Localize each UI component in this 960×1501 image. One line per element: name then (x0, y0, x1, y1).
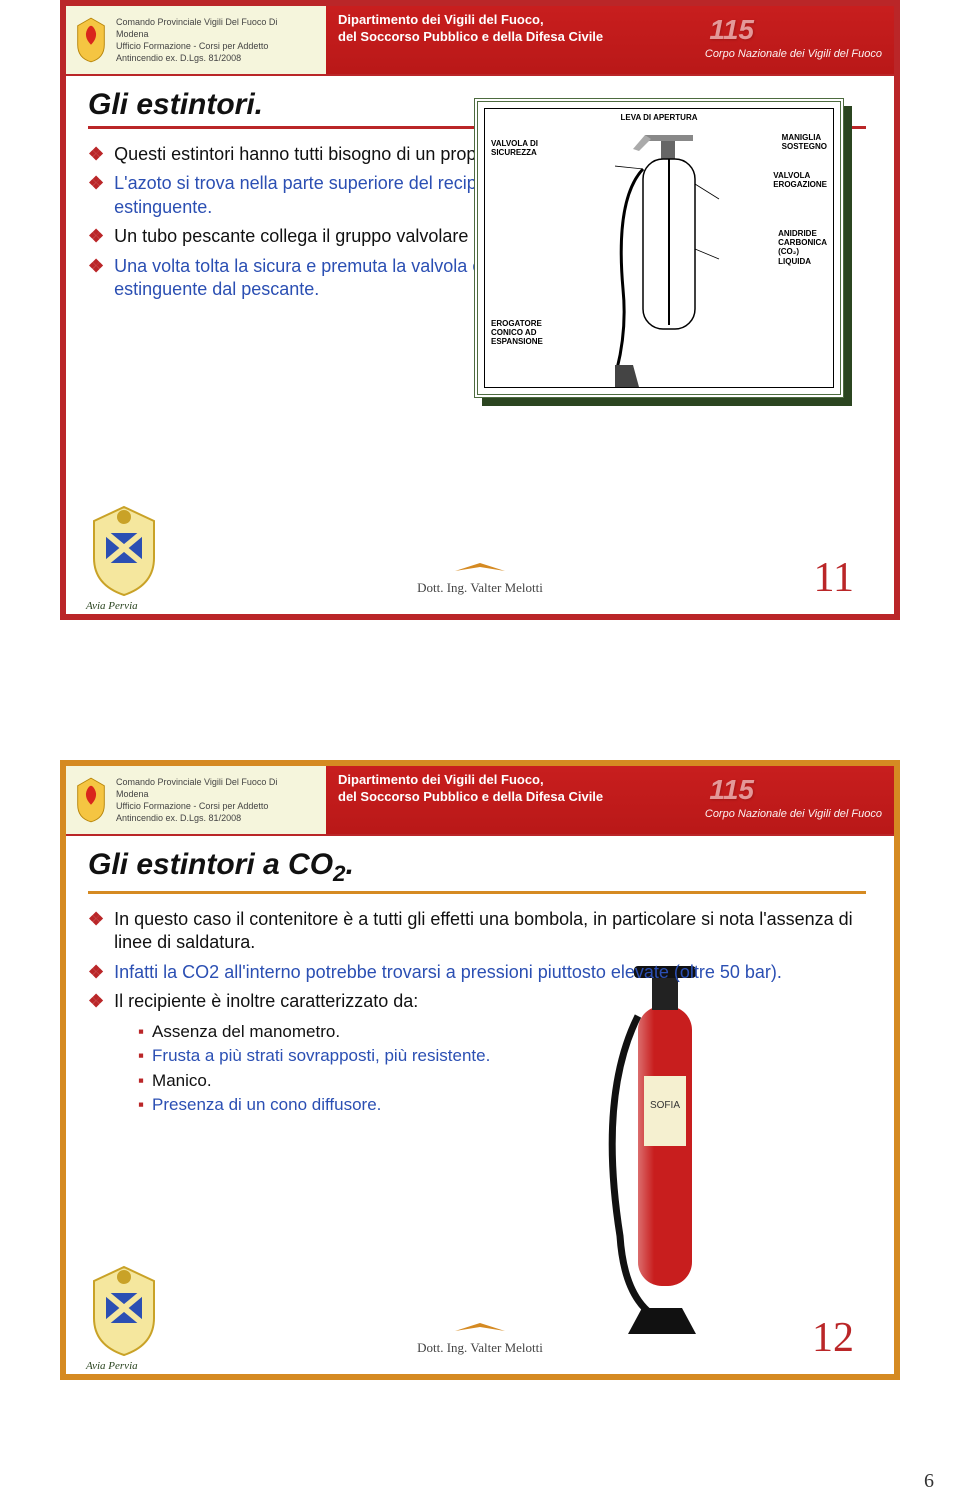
dept-line-1: Dipartimento dei Vigili del Fuoco, (338, 772, 882, 789)
slide-header: Comando Provinciale Vigili Del Fuoco Di … (66, 766, 894, 836)
diamond-bullet-icon: ❖ (88, 908, 104, 955)
slide12-body: Gli estintori a CO2. SOFIA ❖In questo ca… (66, 836, 894, 1376)
corpo-line: Corpo Nazionale dei Vigili del Fuoco (338, 48, 882, 60)
bullet-item: ❖ Il recipiente è inoltre caratterizzato … (88, 990, 866, 1013)
diamond-bullet-icon: ❖ (88, 143, 104, 166)
page-1: Comando Provinciale Vigili Del Fuoco Di … (0, 0, 960, 750)
slide-12: Comando Provinciale Vigili Del Fuoco Di … (60, 760, 900, 1380)
header-org-text: Comando Provinciale Vigili Del Fuoco Di … (116, 776, 277, 825)
header-right: 115 Dipartimento dei Vigili del Fuoco, d… (326, 6, 894, 74)
label-anidride: ANIDRIDE CARBONICA (CO₂) LIQUIDA (778, 229, 827, 266)
slide-11: Comando Provinciale Vigili Del Fuoco Di … (60, 0, 900, 620)
bullet-item: ❖ Infatti la CO2 all'interno potrebbe tro… (88, 961, 866, 984)
diamond-bullet-icon: ❖ (88, 255, 104, 302)
sub-bullet-text: Presenza di un cono diffusore. (152, 1093, 381, 1118)
sub-bullet-text: Manico. (152, 1069, 212, 1094)
corpo-line: Corpo Nazionale dei Vigili del Fuoco (338, 808, 882, 820)
diamond-bullet-icon: ❖ (88, 172, 104, 219)
extinguisher-schematic-icon (615, 129, 725, 389)
page-2: Comando Provinciale Vigili Del Fuoco Di … (0, 750, 960, 1501)
sub-bullet-text: Frusta a più strati sovrapposti, più res… (152, 1044, 490, 1069)
sub-bullet-item: ▪ Presenza di un cono diffusore. (138, 1093, 866, 1118)
slide12-bullet-list: ❖In questo caso il contenitore è a tutti… (88, 908, 866, 1014)
footer-author: Dott. Ing. Valter Melotti (380, 1340, 580, 1356)
modena-crest-icon (84, 1263, 164, 1358)
dept-line-1: Dipartimento dei Vigili del Fuoco, (338, 12, 882, 29)
label-valvola-erogazione: VALVOLA EROGAZIONE (773, 171, 827, 189)
extinguisher-diagram: LEVA DI APERTURA VALVOLA DI SICUREZZA MA… (474, 98, 844, 398)
header-org-text: Comando Provinciale Vigili Del Fuoco Di … (116, 16, 277, 65)
square-bullet-icon: ▪ (138, 1020, 144, 1045)
square-bullet-icon: ▪ (138, 1069, 144, 1094)
dept-line-2: del Soccorso Pubblico e della Difesa Civ… (338, 29, 882, 46)
square-bullet-icon: ▪ (138, 1093, 144, 1118)
avia-pervia-motto: Avia Pervia (86, 600, 138, 612)
slide12-page-number: 12 (812, 1314, 854, 1362)
slide12-sub-list: ▪ Assenza del manometro. ▪ Frusta a più str… (138, 1020, 866, 1119)
slide11-body: Gli estintori. ❖Questi estintori hanno t… (66, 76, 894, 616)
vvf-crest-icon (72, 776, 110, 824)
document-page-number: 6 (924, 1470, 934, 1493)
footer-author: Dott. Ing. Valter Melotti (380, 580, 580, 596)
bullet-text: Il recipiente è inoltre caratterizzato d… (114, 990, 418, 1013)
slide-header: Comando Provinciale Vigili Del Fuoco Di … (66, 6, 894, 76)
slide11-page-number: 11 (814, 554, 854, 602)
slide12-title: Gli estintori a CO2. (88, 848, 866, 894)
diamond-bullet-icon: ❖ (88, 990, 104, 1013)
vvf-crest-icon (72, 16, 110, 64)
header-right: 115 Dipartimento dei Vigili del Fuoco, d… (326, 766, 894, 834)
square-bullet-icon: ▪ (138, 1044, 144, 1069)
header-left: Comando Provinciale Vigili Del Fuoco Di … (66, 766, 326, 834)
bullet-item: ❖In questo caso il contenitore è a tutti… (88, 908, 866, 955)
label-leva: LEVA DI APERTURA (620, 113, 697, 122)
label-erogatore: EROGATORE CONICO AD ESPANSIONE (491, 319, 543, 347)
footer-ornament-icon (455, 561, 505, 573)
sub-bullet-text: Assenza del manometro. (152, 1020, 340, 1045)
label-maniglia: MANIGLIA SOSTEGNO (782, 133, 827, 151)
sub-bullet-item: ▪ Manico. (138, 1069, 866, 1094)
diamond-bullet-icon: ❖ (88, 961, 104, 984)
header-left: Comando Provinciale Vigili Del Fuoco Di … (66, 6, 326, 74)
modena-crest-icon (84, 503, 164, 598)
bullet-text: In questo caso il contenitore è a tutti … (114, 908, 866, 955)
diagram-inner: LEVA DI APERTURA VALVOLA DI SICUREZZA MA… (484, 108, 834, 388)
sub-bullet-item: ▪ Frusta a più strati sovrapposti, più re… (138, 1044, 866, 1069)
dept-line-2: del Soccorso Pubblico e della Difesa Civ… (338, 789, 882, 806)
footer-ornament-icon (455, 1321, 505, 1333)
diamond-bullet-icon: ❖ (88, 225, 104, 248)
footer-center: Dott. Ing. Valter Melotti (380, 1321, 580, 1356)
footer-center: Dott. Ing. Valter Melotti (380, 561, 580, 596)
label-valvola-sicurezza: VALVOLA DI SICUREZZA (491, 139, 538, 157)
sub-bullet-item: ▪ Assenza del manometro. (138, 1020, 866, 1045)
avia-pervia-motto: Avia Pervia (86, 1360, 138, 1372)
emergency-number: 115 (709, 774, 754, 806)
emergency-number: 115 (709, 14, 754, 46)
bullet-text: Infatti la CO2 all'interno potrebbe trov… (114, 961, 782, 984)
